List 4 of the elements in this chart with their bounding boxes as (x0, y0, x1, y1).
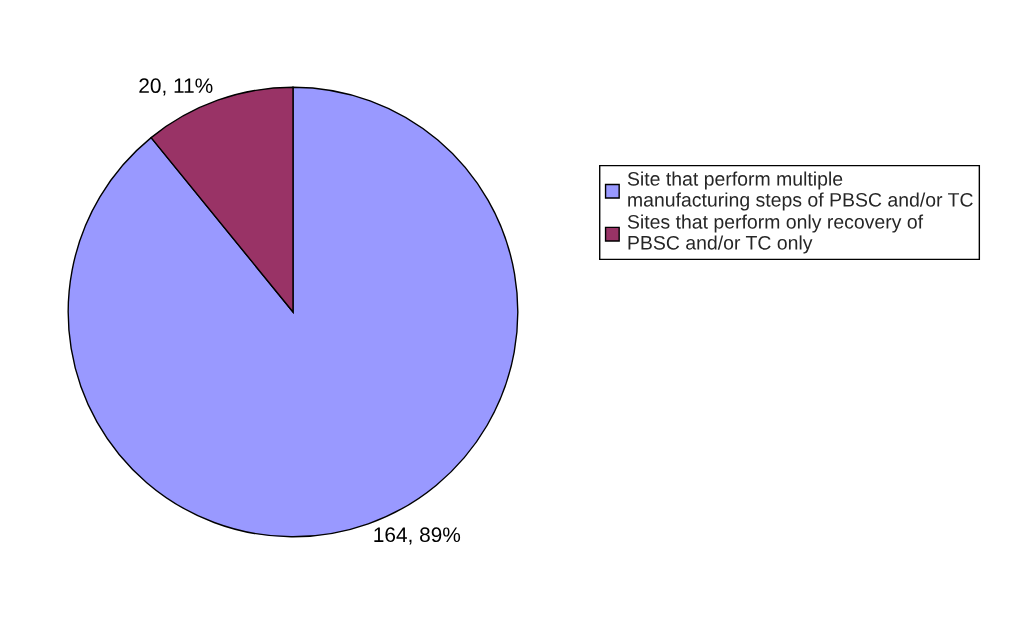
legend-label: Site that perform multiple manufacturing steps of PBSC and/or TC (627, 171, 973, 211)
data-label: 164, 89% (374, 527, 461, 545)
legend-label: Sites that perform only recovery of PBSC and/or TC only (627, 214, 924, 254)
data-label: 20, 11% (139, 78, 213, 96)
